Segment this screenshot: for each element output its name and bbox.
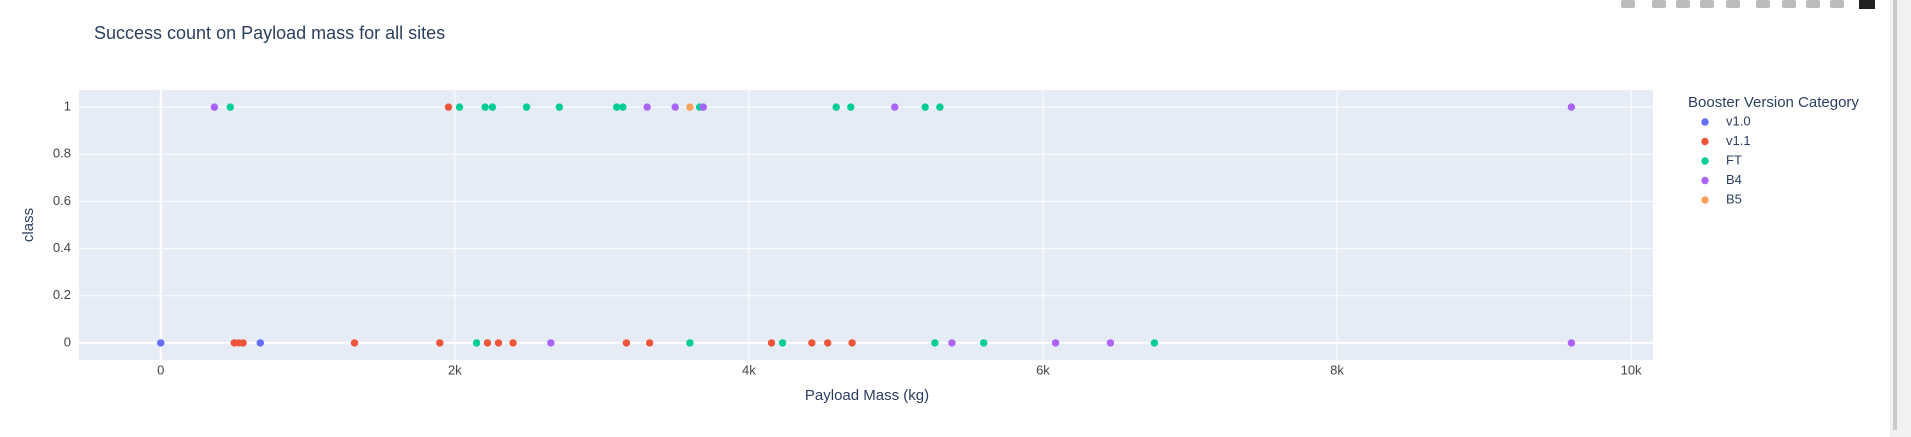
point — [210, 103, 219, 111]
point — [948, 339, 956, 347]
legend-title: Booster Version Category — [1688, 94, 1859, 111]
legend-marker — [1701, 176, 1709, 185]
point — [522, 103, 531, 111]
y-tick-label: 0.4 — [53, 240, 71, 255]
point — [622, 339, 631, 347]
y-tick-label: 0.6 — [53, 193, 71, 208]
x-tick-label: 6k — [1036, 362, 1050, 377]
point — [488, 103, 497, 111]
point — [1051, 339, 1060, 347]
point — [613, 103, 621, 111]
point — [1567, 103, 1576, 111]
point — [699, 103, 708, 111]
y-tick-label: 0.8 — [53, 146, 71, 161]
point — [671, 103, 679, 111]
point — [1567, 339, 1576, 347]
legend-label: v1.0 — [1726, 113, 1751, 128]
point — [455, 103, 464, 111]
point — [931, 339, 939, 347]
point — [509, 339, 517, 347]
x-tick-label: 10k — [1621, 362, 1642, 377]
plot-background — [79, 90, 1653, 360]
point — [619, 103, 627, 111]
legend-marker — [1701, 137, 1709, 146]
point — [436, 339, 444, 347]
point — [645, 339, 654, 347]
point — [157, 339, 165, 347]
point — [848, 339, 856, 347]
point — [643, 103, 651, 111]
point — [444, 103, 453, 111]
point — [686, 103, 694, 111]
x-axis-title: Payload Mass (kg) — [805, 387, 929, 404]
point — [1150, 339, 1159, 347]
legend-marker — [1701, 196, 1709, 204]
y-axis-title: class — [20, 208, 37, 242]
point — [778, 339, 787, 347]
toolbar[interactable] — [1621, 0, 1875, 9]
point — [481, 103, 489, 111]
point — [921, 103, 929, 111]
legend-label: B4 — [1726, 172, 1742, 187]
scrollbar-thumb[interactable] — [1893, 0, 1897, 430]
y-tick-label: 0 — [64, 334, 71, 349]
point — [823, 339, 832, 347]
x-tick-label: 8k — [1330, 362, 1344, 377]
point — [256, 339, 264, 347]
point — [832, 103, 840, 111]
point — [1106, 339, 1115, 347]
x-tick-label: 0 — [157, 362, 164, 377]
x-tick-label: 2k — [448, 362, 462, 377]
point — [767, 339, 776, 347]
point — [686, 339, 694, 347]
point — [891, 103, 899, 111]
x-tick-label: 4k — [742, 362, 756, 377]
point — [472, 339, 481, 347]
legend-marker — [1701, 157, 1709, 165]
point — [483, 339, 492, 347]
legend-label: v1.1 — [1726, 133, 1751, 148]
y-tick-label: 0.2 — [53, 287, 71, 302]
point — [808, 339, 816, 347]
point — [980, 339, 988, 347]
legend-marker — [1701, 118, 1709, 126]
legend-label: B5 — [1726, 191, 1742, 206]
point — [547, 339, 555, 347]
y-tick-label: 1 — [64, 99, 71, 114]
point — [555, 103, 564, 111]
point — [226, 103, 234, 111]
chart-title: Success count on Payload mass for all si… — [94, 23, 445, 43]
point — [847, 103, 855, 111]
point — [239, 339, 247, 347]
point — [936, 103, 944, 111]
point — [494, 339, 503, 347]
legend-label: FT — [1726, 152, 1742, 167]
point — [350, 339, 359, 347]
